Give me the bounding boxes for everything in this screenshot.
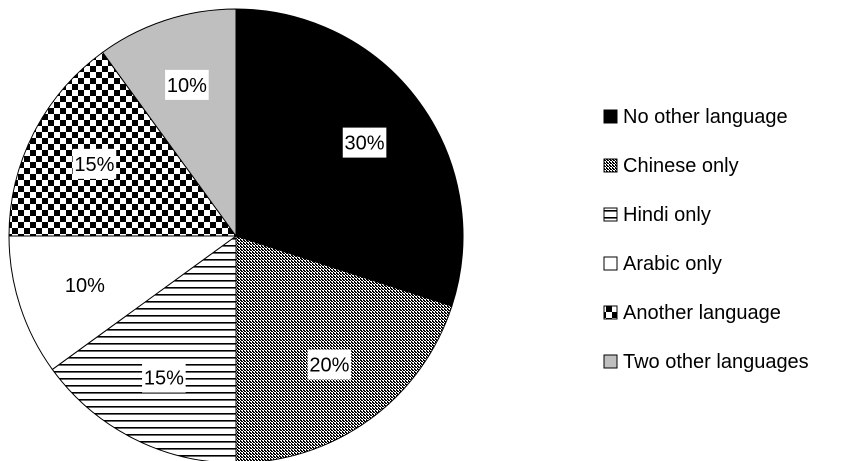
data-label-chinese-only: 20% [309,355,349,377]
data-label-box [63,270,107,301]
legend: No other language Chinese only Hindi only A… [603,106,809,373]
data-label-no-other-language: 30% [345,133,385,155]
pie-slice-arabic-only [8,235,238,371]
legend-swatch-arabic-only [603,256,618,271]
pie-slice-hindi-only [51,235,237,461]
legend-swatch-hindi-only [603,207,618,222]
legend-label-hindi-only: Hindi only [623,204,711,226]
data-label-box [72,148,117,179]
pie-slice-two-other-languages [101,8,237,238]
data-label-box [342,127,387,158]
pie-slices [8,8,464,461]
legend-swatch-another-language [603,305,618,320]
data-label-two-other-languages: 10% [167,75,207,97]
data-label-box [142,362,186,393]
legend-label-two-other-languages: Two other languages [623,351,809,373]
pie-data-labels: 30% 20% 15% 10% 15% 10% [63,69,387,393]
pie-slice-another-language [8,51,237,237]
legend-swatch-chinese-only [603,158,618,173]
data-label-box [165,69,209,100]
data-label-another-language: 15% [74,154,114,176]
legend-swatch-no-other-language [603,109,618,124]
data-label-arabic-only: 10% [65,275,105,297]
data-label-box [307,349,352,380]
legend-swatch-two-other-languages [603,354,618,369]
legend-label-chinese-only: Chinese only [623,155,739,177]
legend-label-arabic-only: Arabic only [623,253,722,275]
legend-label-no-other-language: No other language [623,106,788,128]
legend-label-another-language: Another language [623,302,781,324]
data-label-hindi-only: 15% [144,368,184,390]
